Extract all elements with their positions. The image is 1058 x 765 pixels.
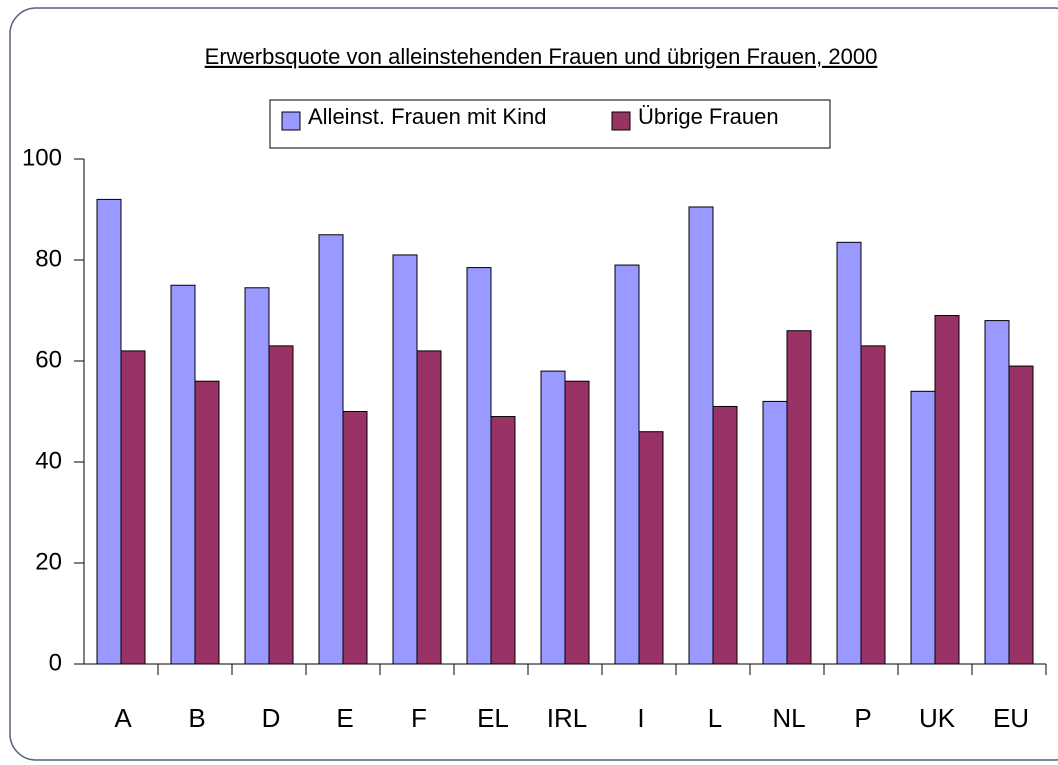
bar [268, 345, 294, 665]
x-tick-label: P [854, 703, 871, 733]
bar [860, 345, 886, 665]
bar [170, 284, 196, 665]
bar [318, 234, 344, 665]
x-tick-label: IRL [547, 703, 587, 733]
bar [392, 254, 418, 665]
bar [638, 431, 664, 665]
bar [244, 287, 270, 665]
y-tick-label: 60 [35, 346, 62, 373]
y-tick-label: 80 [35, 245, 62, 272]
x-tick-label: E [336, 703, 353, 733]
bar [564, 380, 590, 665]
bar [490, 416, 516, 665]
x-tick-label: NL [772, 703, 805, 733]
x-tick-label: EU [993, 703, 1029, 733]
bar [540, 370, 566, 665]
bar [342, 411, 368, 665]
legend-swatch [611, 111, 631, 131]
y-tick-label: 100 [22, 144, 62, 171]
bar [712, 405, 738, 665]
legend-label: Alleinst. Frauen mit Kind [308, 104, 546, 129]
bar [688, 206, 714, 665]
x-tick-label: L [708, 703, 722, 733]
bar [836, 241, 862, 665]
bar [614, 264, 640, 665]
bar [96, 198, 122, 665]
y-tick-label: 20 [35, 548, 62, 575]
bar [466, 267, 492, 665]
x-tick-label: F [411, 703, 427, 733]
bar [984, 320, 1010, 665]
bar [786, 330, 812, 665]
bar [120, 350, 146, 665]
x-tick-label: I [637, 703, 644, 733]
x-tick-label: EL [477, 703, 509, 733]
y-tick-label: 40 [35, 447, 62, 474]
bar [194, 380, 220, 665]
x-tick-label: B [188, 703, 205, 733]
legend-label: Übrige Frauen [638, 104, 779, 129]
x-tick-label: D [262, 703, 281, 733]
x-tick-label: A [114, 703, 132, 733]
bar [762, 400, 788, 665]
bar [416, 350, 442, 665]
chart-title: Erwerbsquote von alleinstehenden Frauen … [205, 44, 878, 69]
bar [934, 315, 960, 665]
y-tick-label: 0 [49, 649, 62, 676]
bar [1008, 365, 1034, 665]
x-tick-label: UK [919, 703, 956, 733]
bar [910, 390, 936, 665]
legend-swatch [281, 111, 301, 131]
legend-box [269, 99, 831, 149]
